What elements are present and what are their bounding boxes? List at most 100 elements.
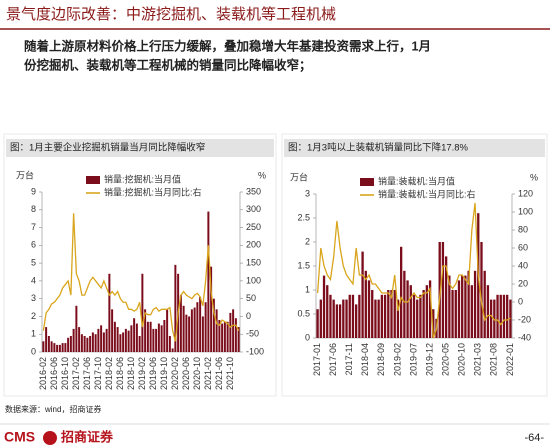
bar — [67, 337, 70, 352]
legend-label: 销量:挖掘机:当月同比:右 — [104, 186, 202, 197]
bar — [486, 285, 490, 338]
x-tick-label: 2017-06 — [328, 343, 338, 376]
x-tick-label: 2016-06 — [49, 357, 59, 390]
bar — [329, 294, 332, 338]
bar — [210, 266, 213, 352]
y-tick-label: 9 — [31, 186, 36, 196]
x-tick-label: 2019-06 — [148, 357, 158, 390]
x-tick-label: 2020-02 — [170, 357, 180, 390]
bar — [190, 309, 193, 352]
bar — [438, 242, 441, 338]
logo-brand: CMS — [4, 429, 35, 445]
y-tick-label: 2 — [31, 311, 36, 321]
bar — [89, 336, 92, 352]
y-tick-label: 1 — [31, 329, 36, 339]
bar — [171, 348, 174, 352]
logo-icon — [43, 431, 57, 445]
bar — [361, 251, 364, 338]
bar — [160, 325, 163, 352]
y-tick-label: 6 — [31, 240, 36, 250]
y-tick-label: 0 — [305, 332, 310, 342]
bar — [188, 316, 191, 352]
bar — [133, 318, 136, 352]
bar — [377, 299, 380, 338]
chart-title-bg — [6, 139, 274, 157]
bar — [399, 246, 403, 338]
y-unit: 万台 — [16, 169, 34, 180]
bar — [422, 290, 425, 338]
bar — [97, 328, 100, 352]
bar — [155, 328, 158, 352]
y2-unit: % — [530, 172, 538, 182]
bar — [416, 299, 419, 338]
x-tick-label: 2018-04 — [360, 343, 370, 376]
bar — [138, 336, 141, 352]
bar — [45, 327, 48, 352]
y2-tick-label: 20 — [518, 278, 528, 288]
bar — [374, 299, 377, 338]
y-tick-label: 0 — [31, 346, 36, 356]
y-tick-label: 3 — [305, 188, 310, 198]
bar — [448, 275, 451, 338]
y2-tick-label: -20 — [518, 314, 531, 324]
x-tick-label: 2016-02 — [38, 357, 48, 390]
bar — [390, 290, 393, 338]
bar — [358, 294, 361, 338]
bar — [105, 328, 108, 352]
y2-tick-label: 200 — [246, 240, 261, 250]
y2-tick-label: 60 — [518, 242, 528, 252]
y2-tick-label: -50 — [246, 329, 259, 339]
y2-tick-label: -40 — [518, 332, 531, 342]
bar — [326, 285, 329, 338]
bar — [144, 309, 147, 352]
bar — [367, 280, 371, 338]
body-line: 随着上游原材料价格上行压力缓解，叠加稳增大年基建投资需求上行，1月 — [24, 38, 431, 53]
y-tick-label: 1 — [305, 284, 310, 294]
bar — [207, 211, 210, 352]
bar — [50, 341, 53, 352]
bar — [166, 309, 169, 352]
bar — [509, 299, 512, 338]
bar — [193, 307, 196, 352]
bar — [91, 332, 94, 352]
bar — [387, 290, 390, 338]
bar — [124, 328, 127, 352]
logo-name: 招商证券 — [61, 429, 114, 444]
line-series — [42, 213, 240, 342]
bar — [152, 328, 155, 352]
y-tick-label: 8 — [31, 204, 36, 214]
y2-tick-label: 250 — [246, 222, 261, 232]
bar — [355, 304, 358, 338]
bar — [215, 309, 218, 352]
bar — [467, 270, 470, 338]
x-tick-label: 2021-03 — [473, 343, 483, 376]
y2-tick-label: 80 — [518, 224, 528, 234]
x-tick-label: 2018-10 — [126, 357, 136, 390]
bar — [412, 294, 416, 338]
x-tick-label: 2017-11 — [344, 343, 354, 375]
bar — [371, 290, 374, 338]
bar — [157, 323, 160, 352]
bar — [464, 275, 467, 338]
page-number: -64- — [524, 432, 544, 444]
x-tick-label: 2020-10 — [457, 343, 467, 376]
y2-tick-label: 0 — [246, 311, 251, 321]
y-tick-label: 0.5 — [297, 308, 310, 318]
bar — [122, 332, 125, 352]
legend-label: 销量:装载机:当月值 — [378, 175, 455, 186]
x-tick-label: 2020-05 — [441, 343, 451, 376]
bar — [454, 290, 457, 338]
bar — [380, 294, 384, 338]
bar — [480, 242, 483, 338]
bar — [135, 323, 138, 352]
y2-tick-label: 150 — [246, 257, 261, 267]
bar — [383, 294, 387, 338]
bar — [61, 343, 64, 352]
bar — [64, 343, 67, 352]
bar — [163, 320, 166, 352]
bar — [342, 299, 345, 338]
bar — [457, 280, 461, 338]
bar — [396, 299, 400, 338]
bar — [116, 327, 119, 352]
bar — [493, 299, 496, 338]
